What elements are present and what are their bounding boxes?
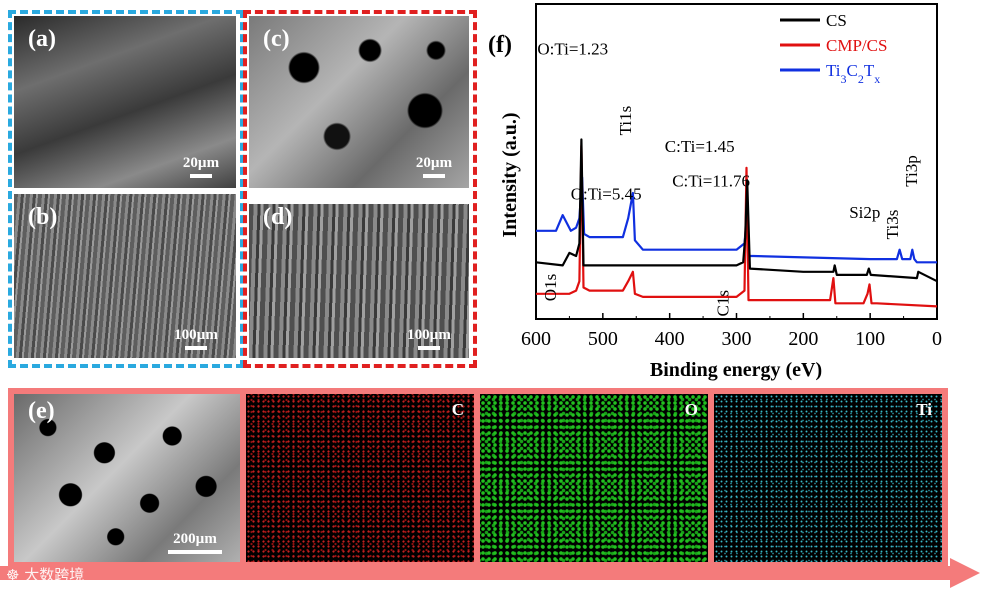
- scale-bar-d: 100µm: [399, 327, 459, 350]
- x-tick-label: 0: [932, 328, 942, 350]
- legend-label: CMP/CS: [826, 36, 887, 55]
- scale-label-d: 100µm: [407, 327, 451, 343]
- legend-label: CS: [826, 11, 847, 30]
- eds-label-o: O: [684, 400, 698, 419]
- panel-label-d: (d): [263, 204, 293, 230]
- eds-map-o: O: [480, 394, 708, 562]
- panel-label-c: (c): [263, 26, 290, 52]
- scale-bar-e: 200µm: [160, 531, 230, 554]
- xps-chart: (f) Intensity (a.u.) Binding energy (eV)…: [488, 3, 942, 381]
- watermark-logo-icon: ☸: [6, 566, 20, 584]
- sem-panel-a: (a) 20µm: [14, 16, 236, 188]
- x-tick-label: 300: [722, 328, 752, 350]
- panel-label-b: (b): [28, 204, 58, 230]
- sem-panel-d: (d) 100µm: [249, 194, 469, 358]
- panel-label-e: (e): [28, 398, 55, 424]
- x-tick-label: 100: [855, 328, 885, 350]
- annotation-label: C:Ti=1.45: [665, 137, 735, 156]
- x-tick-label: 400: [655, 328, 685, 350]
- legend-label: Ti3C2Tx: [826, 61, 880, 86]
- y-axis-label: Intensity (a.u.): [499, 112, 521, 237]
- red-dashed-frame: [243, 10, 477, 368]
- series-line-cmp-cs: [536, 144, 938, 308]
- panel-label-f: (f): [488, 32, 512, 58]
- x-axis-label: Binding energy (eV): [650, 359, 822, 381]
- panel-label-a: (a): [28, 26, 56, 52]
- annotation-label: Ti3s: [883, 210, 902, 240]
- x-tick-label: 600: [521, 328, 551, 350]
- scale-label-b: 100µm: [174, 327, 218, 343]
- annotation-label: O:Ti=1.23: [537, 39, 608, 58]
- bottom-arrow: [0, 558, 986, 588]
- sem-panel-e: (e) 200µm: [14, 394, 240, 562]
- scale-bar-a: 20µm: [176, 155, 226, 178]
- sem-panel-c: (c) 20µm: [249, 16, 469, 188]
- annotation-label: O1s: [541, 274, 560, 301]
- annotation-label: O:Ti=5.45: [571, 184, 642, 203]
- annotation-label: Ti3p: [902, 155, 921, 187]
- eds-label-ti: Ti: [916, 400, 932, 419]
- annotation-label: Si2p: [849, 203, 880, 222]
- sem-panel-b: (b) 100µm: [14, 194, 236, 358]
- x-tick-label: 500: [588, 328, 618, 350]
- eds-map-ti: Ti: [714, 394, 942, 562]
- x-tick-label: 200: [788, 328, 818, 350]
- watermark-text: 大数跨境: [24, 566, 85, 584]
- series-line-ti3c2tx: [536, 176, 937, 264]
- scale-bar-b: 100µm: [166, 327, 226, 350]
- scale-label-a: 20µm: [182, 155, 220, 171]
- eds-label-c: C: [451, 400, 464, 419]
- scale-label-c: 20µm: [415, 155, 453, 171]
- eds-map-c: C: [246, 394, 474, 562]
- series-line-cs: [535, 138, 938, 283]
- annotation-label: Ti1s: [616, 106, 635, 136]
- annotation-label: C1s: [713, 290, 732, 316]
- annotation-label: C:Ti=11.76: [672, 172, 750, 191]
- watermark: ☸ 大数跨境: [6, 564, 84, 585]
- scale-bar-c: 20µm: [409, 155, 459, 178]
- blue-dashed-frame: [8, 10, 244, 368]
- scale-label-e: 200µm: [173, 531, 217, 547]
